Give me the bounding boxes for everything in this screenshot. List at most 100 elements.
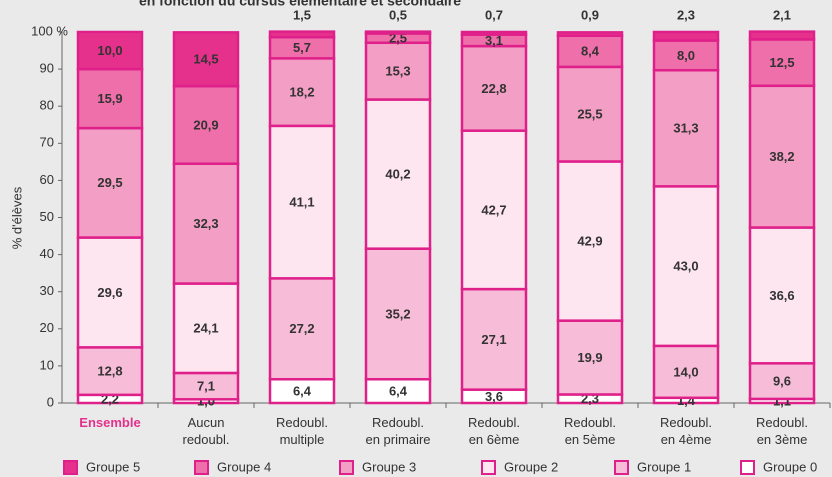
data-label: 20,9 xyxy=(193,117,218,132)
x-tick-label: Redoubl. multiple xyxy=(276,415,328,447)
bar-segment xyxy=(268,277,336,381)
data-label: 8,0 xyxy=(677,48,695,63)
y-tick-label: 90 xyxy=(40,61,54,76)
x-tick-label: Redoubl. en 6ème xyxy=(468,415,520,447)
bar-segment xyxy=(556,65,624,163)
data-label: 42,9 xyxy=(577,233,602,248)
data-label: 10,0 xyxy=(97,43,122,58)
data-label: 27,2 xyxy=(289,321,314,336)
y-tick-label: 30 xyxy=(40,283,54,298)
x-tick-label: Redoubl. en 5ème xyxy=(564,415,616,447)
data-label: 15,9 xyxy=(97,91,122,106)
data-label: 8,4 xyxy=(581,44,600,59)
y-tick-label: 50 xyxy=(40,209,54,224)
x-tick-label: Ensemble xyxy=(79,415,140,430)
data-label: 29,6 xyxy=(97,285,122,300)
bar-segment xyxy=(364,30,432,35)
data-label: 18,2 xyxy=(289,85,314,100)
data-label: 2,3 xyxy=(677,7,695,22)
bar-segment xyxy=(460,30,528,36)
legend-swatch xyxy=(194,460,209,475)
data-label: 15,3 xyxy=(385,64,410,79)
legend-swatch xyxy=(481,460,496,475)
bar-segment xyxy=(172,282,240,375)
bar-segment xyxy=(172,31,240,88)
data-label: 32,3 xyxy=(193,216,218,231)
legend-label: Groupe 2 xyxy=(504,459,558,474)
bar-segment xyxy=(556,319,624,396)
bar-segment xyxy=(748,84,816,229)
chart-title: en fonction du cursus élémentaire et sec… xyxy=(139,0,461,9)
bar-segment xyxy=(748,30,816,41)
data-label: 42,7 xyxy=(481,202,506,217)
bar-segment xyxy=(652,30,720,42)
bar-segment xyxy=(460,129,528,291)
data-label: 2,1 xyxy=(773,7,791,22)
data-label: 14,5 xyxy=(193,52,218,67)
data-label: 38,2 xyxy=(769,149,794,164)
data-label: 14,0 xyxy=(673,364,698,379)
legend-label: Groupe 1 xyxy=(637,459,691,474)
y-tick-label: 0 xyxy=(47,394,54,409)
y-tick-label: 100 % xyxy=(31,23,68,38)
bar-segment xyxy=(76,236,144,349)
data-label: 0,5 xyxy=(389,7,407,22)
data-label: 43,0 xyxy=(673,259,698,274)
data-label: 1,5 xyxy=(293,7,311,22)
data-label: 12,8 xyxy=(97,364,122,379)
legend-label: Groupe 0 xyxy=(763,459,817,474)
bar-segment xyxy=(172,84,240,165)
data-label: 0,7 xyxy=(485,7,503,22)
legend-label: Groupe 5 xyxy=(86,459,140,474)
data-label: 22,8 xyxy=(481,81,506,96)
data-label: 6,4 xyxy=(293,384,312,399)
data-label: 6,4 xyxy=(389,384,408,399)
bar-segment xyxy=(268,124,336,280)
data-label: 41,1 xyxy=(289,195,314,210)
data-label: 3,6 xyxy=(485,389,503,404)
bar-segment xyxy=(76,67,144,130)
data-label: 7,1 xyxy=(197,379,215,394)
y-tick-label: 40 xyxy=(40,246,54,261)
bar-segment xyxy=(748,226,816,365)
bar-segment xyxy=(364,98,432,250)
legend-swatch xyxy=(63,460,78,475)
legend-swatch xyxy=(614,460,629,475)
bar-segment xyxy=(652,39,720,72)
y-tick-label: 20 xyxy=(40,320,54,335)
data-label: 24,1 xyxy=(193,321,218,336)
legend-label: Groupe 4 xyxy=(217,459,271,474)
y-tick-label: 10 xyxy=(40,357,54,372)
y-tick-label: 60 xyxy=(40,172,54,187)
bar-segment xyxy=(652,344,720,400)
data-label: 0,9 xyxy=(581,7,599,22)
bar-segment xyxy=(652,185,720,348)
data-label: 29,5 xyxy=(97,175,122,190)
data-label: 5,7 xyxy=(293,40,311,55)
data-label: 27,1 xyxy=(481,332,506,347)
data-label: 12,5 xyxy=(769,55,794,70)
data-label: 9,6 xyxy=(773,374,791,389)
bar-segment xyxy=(364,41,432,101)
x-tick-label: Redoubl. en 3ème xyxy=(756,415,808,447)
legend-swatch xyxy=(339,460,354,475)
data-label: 19,9 xyxy=(577,350,602,365)
x-tick-label: Aucun redoubl. xyxy=(183,415,230,447)
x-tick-label: Redoubl. en primaire xyxy=(365,415,430,447)
legend-label: Groupe 3 xyxy=(362,459,416,474)
bar-segment xyxy=(268,30,336,39)
bar-segment xyxy=(556,31,624,37)
bar-segment xyxy=(460,44,528,132)
bar-segment xyxy=(76,30,144,71)
x-tick-label: Redoubl. en 4ème xyxy=(660,415,712,447)
y-tick-label: 70 xyxy=(40,135,54,150)
y-tick-label: 80 xyxy=(40,98,54,113)
data-label: 40,2 xyxy=(385,167,410,182)
data-label: 3,1 xyxy=(485,33,503,48)
data-label: 31,3 xyxy=(673,121,698,136)
data-label: 36,6 xyxy=(769,288,794,303)
data-label: 25,5 xyxy=(577,107,602,122)
bar-segment xyxy=(364,247,432,381)
bar-segment xyxy=(268,57,336,128)
